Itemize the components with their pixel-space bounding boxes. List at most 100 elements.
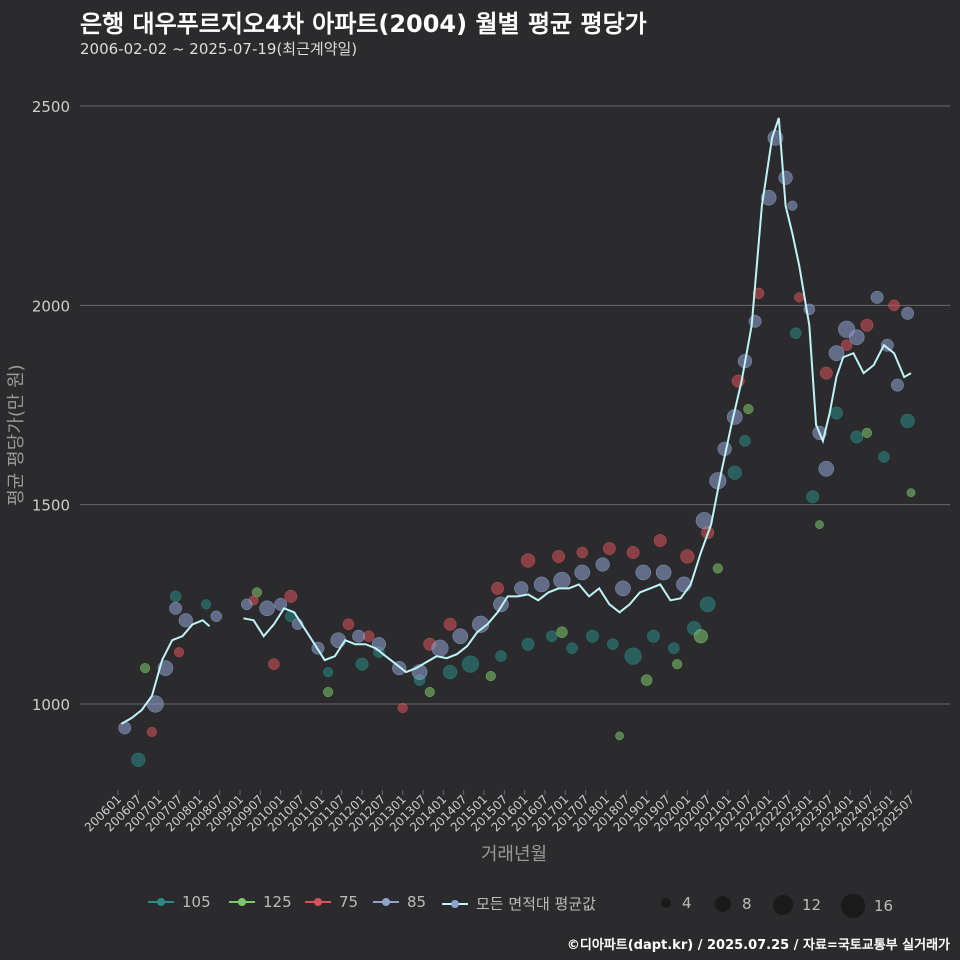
point-125 <box>693 629 709 644</box>
point-105 <box>850 430 864 444</box>
point-105 <box>806 490 820 504</box>
point-125 <box>906 488 916 498</box>
y-axis-title: 평균 평당가(만 원) <box>6 364 27 505</box>
legend: 105 125 75 85 모든 면적대 평균값 4 8 12 16 <box>0 893 960 919</box>
point-125 <box>556 626 568 638</box>
point-75 <box>626 546 640 559</box>
point-85 <box>880 338 894 352</box>
legend-item-avg[interactable]: 모든 면적대 평균값 <box>442 893 596 914</box>
point-75 <box>653 534 667 547</box>
size-legend-4: 4 <box>658 893 692 913</box>
size-legend-label-12: 12 <box>802 896 822 914</box>
point-85 <box>635 564 652 581</box>
legend-swatch-75 <box>305 898 331 906</box>
chart-title: 은행 대우푸르지오4차 아파트(2004) 월별 평균 평당가 <box>80 10 647 38</box>
point-105 <box>739 435 751 447</box>
legend-item-105[interactable]: 105 <box>148 893 211 911</box>
point-105 <box>607 638 619 650</box>
point-105 <box>624 647 642 665</box>
point-75 <box>860 318 874 332</box>
point-105 <box>699 596 716 613</box>
point-75 <box>752 287 765 300</box>
point-105 <box>442 664 458 680</box>
legend-label-85: 85 <box>407 893 427 911</box>
point-105 <box>495 650 507 662</box>
point-75 <box>576 546 589 559</box>
point-75 <box>284 589 298 603</box>
point-75 <box>680 549 695 564</box>
legend-label-avg: 모든 면적대 평균값 <box>476 895 596 913</box>
point-85 <box>371 637 387 652</box>
point-105 <box>546 630 558 642</box>
legend-label-105: 105 <box>182 893 211 911</box>
point-75 <box>888 299 900 312</box>
point-75 <box>268 658 280 670</box>
point-105 <box>646 629 660 643</box>
point-75 <box>443 617 457 631</box>
point-85 <box>259 600 275 617</box>
point-105 <box>461 655 479 673</box>
point-105 <box>900 413 915 429</box>
y-tick-label: 1000 <box>32 696 70 714</box>
y-tick-label: 2500 <box>32 98 70 116</box>
point-75 <box>342 618 355 631</box>
point-105 <box>566 642 578 654</box>
avg-line-segment-1 <box>120 619 211 725</box>
legend-label-75: 75 <box>339 893 359 911</box>
point-75 <box>397 702 408 714</box>
point-125 <box>815 520 824 529</box>
point-85 <box>870 290 884 304</box>
point-125 <box>743 403 754 415</box>
chart-subtitle: 2006-02-02 ~ 2025-07-19(최근계약일) <box>80 40 358 58</box>
point-105 <box>727 465 742 480</box>
point-105 <box>169 590 182 603</box>
point-105 <box>585 629 599 643</box>
point-85 <box>574 564 591 581</box>
point-85 <box>778 170 793 185</box>
point-75 <box>552 550 566 563</box>
legend-swatch-avg <box>442 899 468 908</box>
point-85 <box>533 576 550 593</box>
legend-label-125: 125 <box>263 893 292 911</box>
size-legend-8: 8 <box>712 893 752 915</box>
point-105 <box>131 752 146 767</box>
x-axis-title: 거래년월 <box>481 844 547 865</box>
legend-swatch-105 <box>148 898 174 906</box>
point-85 <box>472 615 490 633</box>
point-85 <box>553 571 571 589</box>
avg-line-segment-2 <box>243 117 912 674</box>
point-125 <box>140 663 151 674</box>
point-75 <box>520 553 536 568</box>
point-125 <box>712 563 723 574</box>
point-85 <box>330 632 347 649</box>
y-tick-label: 1500 <box>32 497 70 515</box>
legend-item-75[interactable]: 75 <box>305 893 358 911</box>
point-85 <box>178 613 193 628</box>
legend-swatch-125 <box>229 898 255 906</box>
point-85 <box>615 580 631 597</box>
point-75 <box>491 581 505 595</box>
point-75 <box>819 366 833 380</box>
point-105 <box>668 642 680 654</box>
point-85 <box>169 601 183 615</box>
point-75 <box>840 339 853 351</box>
size-legend-label-8: 8 <box>742 895 752 913</box>
point-85 <box>118 721 132 735</box>
point-85 <box>901 306 915 320</box>
legend-swatch-85 <box>373 898 399 906</box>
point-85 <box>787 200 798 211</box>
point-125 <box>424 686 435 698</box>
point-85 <box>655 564 672 581</box>
point-85 <box>241 598 253 611</box>
legend-item-85[interactable]: 85 <box>373 893 426 911</box>
source-caption: ©디아파트(dapt.kr) / 2025.07.25 / 자료=국토교통부 실… <box>566 938 950 953</box>
point-85 <box>818 460 835 477</box>
point-125 <box>672 659 683 670</box>
point-85 <box>431 639 449 657</box>
point-85 <box>848 329 865 346</box>
point-105 <box>355 657 369 671</box>
y-tick-label: 2000 <box>32 297 70 315</box>
size-legend-12: 12 <box>772 893 821 917</box>
point-125 <box>615 731 624 741</box>
legend-item-125[interactable]: 125 <box>229 893 292 911</box>
